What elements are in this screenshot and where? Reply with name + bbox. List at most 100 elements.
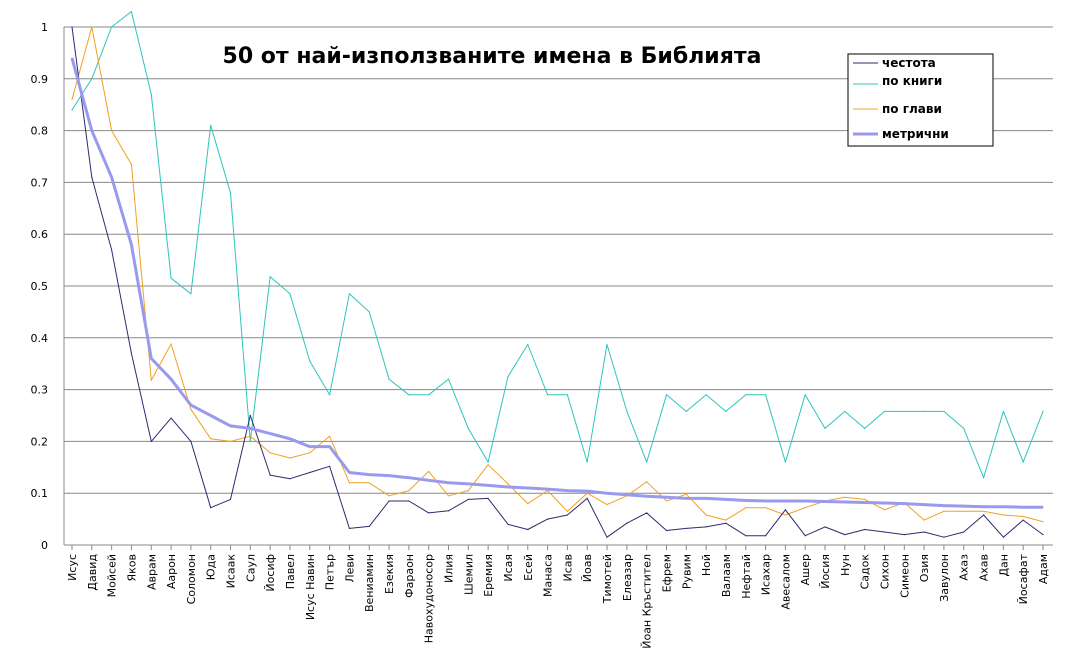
data-point xyxy=(646,495,648,497)
data-point xyxy=(269,452,271,454)
data-point xyxy=(983,506,985,508)
x-tick-label: Шемил xyxy=(462,554,475,595)
data-point xyxy=(765,394,767,396)
x-tick-label: Аарон xyxy=(165,554,178,589)
data-point xyxy=(606,536,608,538)
x-tick-label: Дан xyxy=(997,554,1010,577)
data-point xyxy=(71,98,73,101)
data-point xyxy=(665,394,668,396)
data-point xyxy=(368,474,370,476)
data-point xyxy=(329,394,331,396)
data-point xyxy=(348,482,350,484)
x-tick-label: Фараон xyxy=(403,554,416,598)
x-tick-label: Йосиф xyxy=(264,554,277,592)
series-line-0 xyxy=(71,26,1044,538)
data-point xyxy=(1002,514,1005,516)
data-point xyxy=(725,519,727,521)
y-tick-label: 0.5 xyxy=(31,280,49,293)
data-point xyxy=(249,435,251,437)
data-point xyxy=(289,457,291,459)
x-tick-label: Завулон xyxy=(938,554,951,602)
data-point xyxy=(1022,515,1024,518)
data-point xyxy=(91,78,93,80)
data-point xyxy=(428,512,430,514)
x-tick-label: Тимотей xyxy=(601,554,614,604)
series-lines xyxy=(70,10,1044,538)
data-point xyxy=(1002,410,1005,412)
data-point xyxy=(111,130,113,132)
x-tick-label: Петър xyxy=(324,554,337,590)
data-point xyxy=(487,484,489,486)
data-point xyxy=(467,483,469,485)
data-point xyxy=(229,192,232,194)
x-tick-label: Манаса xyxy=(542,554,555,597)
data-point xyxy=(943,410,945,412)
y-tick-label: 0 xyxy=(41,539,48,552)
data-point xyxy=(170,378,172,380)
data-point xyxy=(685,493,687,495)
data-point xyxy=(1042,506,1044,508)
data-point xyxy=(210,414,212,417)
data-point xyxy=(566,514,569,516)
data-point xyxy=(487,497,489,499)
data-point xyxy=(190,408,192,410)
data-point xyxy=(745,535,747,537)
x-tick-label: Исаак xyxy=(225,554,238,589)
data-point xyxy=(745,507,747,509)
data-point xyxy=(765,500,767,502)
data-point xyxy=(784,514,787,516)
x-tick-label: Йосия xyxy=(819,554,832,589)
series-line-3 xyxy=(70,57,1043,509)
x-tick-label: Озия xyxy=(918,554,931,582)
x-tick-label: Исав xyxy=(561,554,574,582)
x-tick-label: Рувим xyxy=(680,554,693,589)
x-tick-label: Павел xyxy=(284,554,297,589)
legend-label: по глави xyxy=(882,102,942,116)
data-point xyxy=(229,440,232,442)
data-point xyxy=(527,343,529,346)
data-point xyxy=(963,505,965,507)
data-point xyxy=(190,293,192,295)
data-point xyxy=(329,446,331,448)
data-point xyxy=(586,492,588,494)
x-tick-label: Мойсей xyxy=(106,554,119,597)
data-point xyxy=(329,465,331,467)
x-tick-label: Авесалом xyxy=(779,554,792,610)
data-point xyxy=(646,461,648,463)
data-point xyxy=(765,507,767,509)
data-point xyxy=(229,425,232,427)
data-point xyxy=(844,410,846,412)
data-point xyxy=(864,427,866,429)
data-point xyxy=(883,410,886,412)
data-point xyxy=(626,410,628,412)
data-point xyxy=(1022,461,1024,463)
data-point xyxy=(606,504,608,506)
data-point xyxy=(447,378,450,380)
data-point xyxy=(527,528,529,531)
data-point xyxy=(963,531,965,533)
data-point xyxy=(527,487,529,489)
data-point xyxy=(685,497,687,499)
data-point xyxy=(348,527,350,530)
data-point xyxy=(487,461,489,463)
data-point xyxy=(91,130,93,132)
x-tick-label: Ахав xyxy=(978,554,991,581)
data-point xyxy=(626,522,628,524)
data-point xyxy=(388,495,390,497)
data-point xyxy=(111,249,113,251)
data-point xyxy=(943,505,945,507)
x-tick-label: Симеон xyxy=(898,554,911,598)
data-point xyxy=(923,519,925,521)
data-point xyxy=(606,492,608,494)
data-point xyxy=(309,471,311,474)
data-point xyxy=(1042,534,1044,536)
data-point xyxy=(566,490,569,492)
data-point xyxy=(91,176,93,178)
legend-label: метрични xyxy=(882,127,949,141)
x-tick-label: Яков xyxy=(125,554,138,582)
data-point xyxy=(368,482,370,484)
data-point xyxy=(150,93,152,95)
x-tick-label: Езекия xyxy=(383,554,396,594)
x-tick-label: Нефтай xyxy=(740,554,753,599)
x-tick-label: Соломон xyxy=(185,554,198,604)
